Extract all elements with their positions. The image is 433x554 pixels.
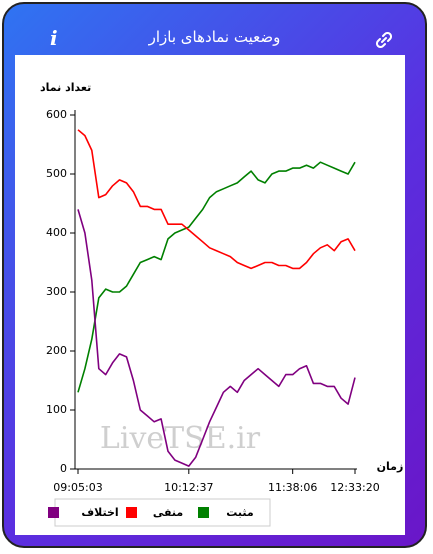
y-tick-label: 300 [46, 285, 67, 298]
header-title: وضعیت نمادهای بازار [148, 28, 281, 46]
y-axis-label: تعداد نماد [40, 81, 91, 94]
y-tick-label: 400 [46, 226, 67, 239]
legend-swatch [48, 507, 59, 518]
legend-swatch [198, 507, 209, 518]
x-tick-label: 10:12:37 [164, 481, 213, 494]
y-tick-label: 0 [60, 462, 67, 475]
series-line [77, 161, 356, 393]
legend-box [54, 498, 271, 527]
legend-label: منفی [153, 506, 183, 519]
watermark: LiveTSE.ir [100, 421, 261, 456]
y-tick-label: 500 [46, 167, 67, 180]
x-axis-label: زمان [377, 460, 404, 473]
info-button[interactable]: i [50, 26, 58, 50]
legend-swatch [126, 507, 137, 518]
series-line [77, 209, 356, 467]
x-tick-label: 09:05:03 [53, 481, 102, 494]
x-tick-label: 12:33:20 [330, 481, 379, 494]
legend-label: مثبت [226, 506, 253, 519]
chart-card [15, 55, 405, 535]
y-tick-label: 200 [46, 344, 67, 357]
x-tick-label: 11:38:06 [268, 481, 317, 494]
y-tick-label: 100 [46, 403, 67, 416]
legend-label: اختلاف [81, 506, 118, 519]
link-icon[interactable] [376, 32, 392, 48]
y-tick-label: 600 [46, 108, 67, 121]
series-line [77, 129, 356, 270]
